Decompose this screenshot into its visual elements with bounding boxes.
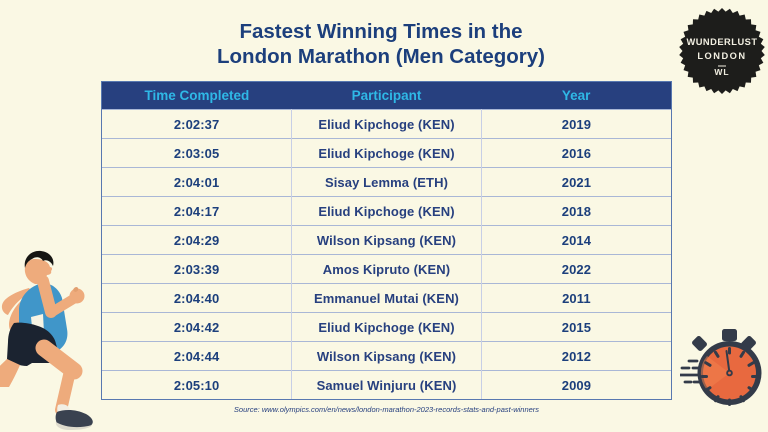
svg-text:WL: WL	[714, 67, 729, 77]
svg-text:LONDON: LONDON	[697, 51, 746, 61]
svg-text:WUNDERLUST: WUNDERLUST	[686, 37, 757, 47]
